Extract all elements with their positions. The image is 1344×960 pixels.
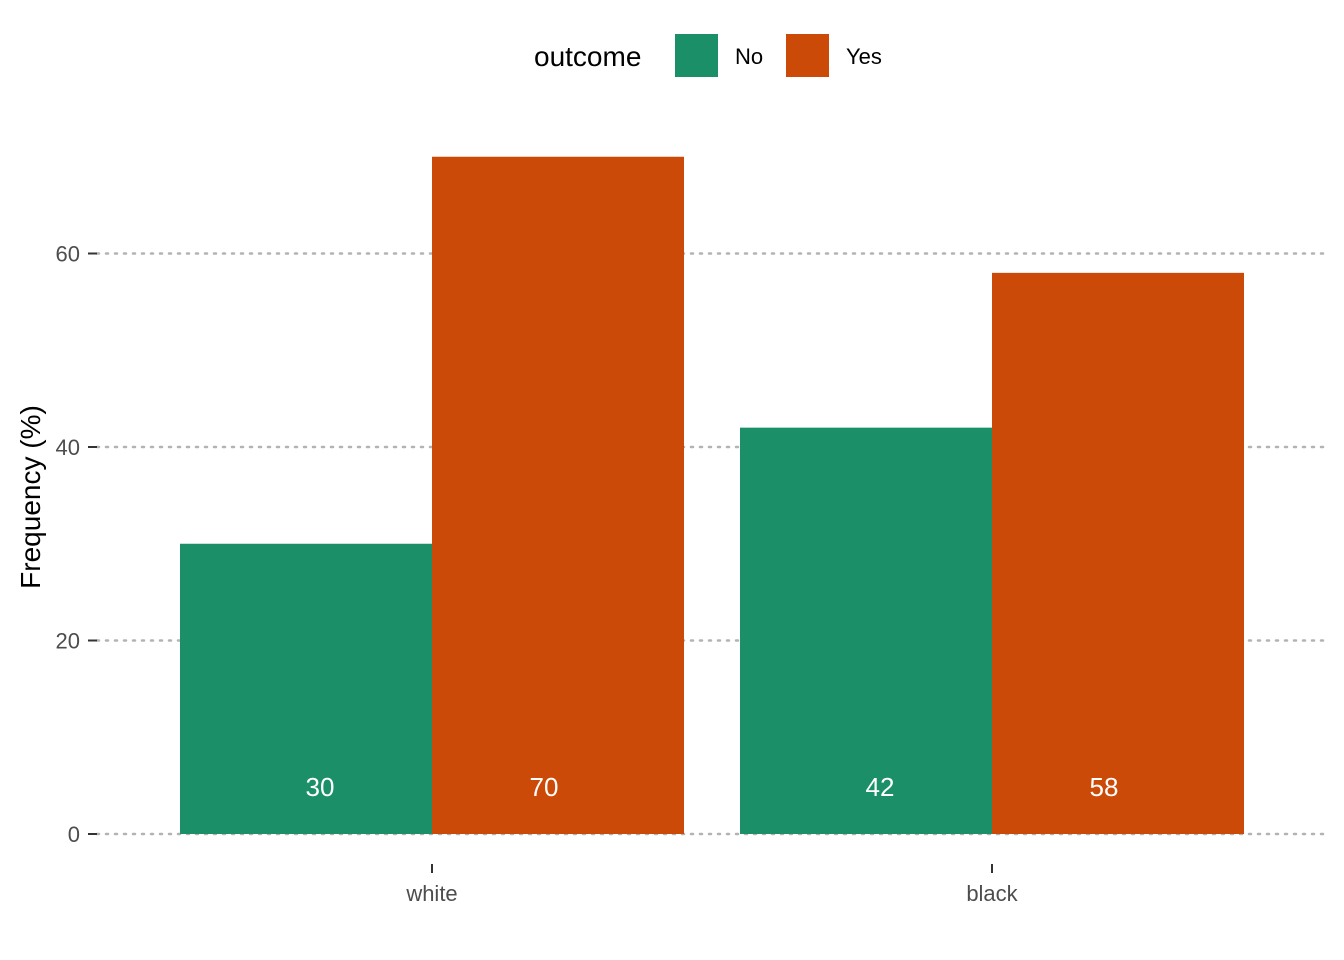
bar-no-black xyxy=(740,427,992,834)
legend-label-yes: Yes xyxy=(846,44,882,69)
y-tick-label: 0 xyxy=(68,822,80,847)
y-axis-title: Frequency (%) xyxy=(15,405,46,589)
x-tick-label: black xyxy=(966,881,1018,906)
legend-key-no xyxy=(675,34,718,77)
bar-yes-white xyxy=(432,156,684,834)
data-label: 42 xyxy=(866,772,895,802)
y-tick-label: 40 xyxy=(56,435,80,460)
data-labels: 30 70 42 58 xyxy=(306,772,1119,802)
x-axis: white black xyxy=(405,864,1019,906)
bar-yes-black xyxy=(992,272,1244,835)
y-axis: 0 20 40 60 xyxy=(56,242,97,847)
bar-no-white xyxy=(180,543,432,834)
y-tick-label: 20 xyxy=(56,629,80,654)
legend-title: outcome xyxy=(534,41,641,72)
legend: outcome No Yes xyxy=(534,34,882,77)
data-label: 30 xyxy=(306,772,335,802)
legend-label-no: No xyxy=(735,44,763,69)
data-label: 58 xyxy=(1090,772,1119,802)
legend-key-yes xyxy=(786,34,829,77)
bars xyxy=(180,156,1244,835)
y-tick-label: 60 xyxy=(56,242,80,267)
data-label: 70 xyxy=(530,772,559,802)
x-tick-label: white xyxy=(405,881,457,906)
